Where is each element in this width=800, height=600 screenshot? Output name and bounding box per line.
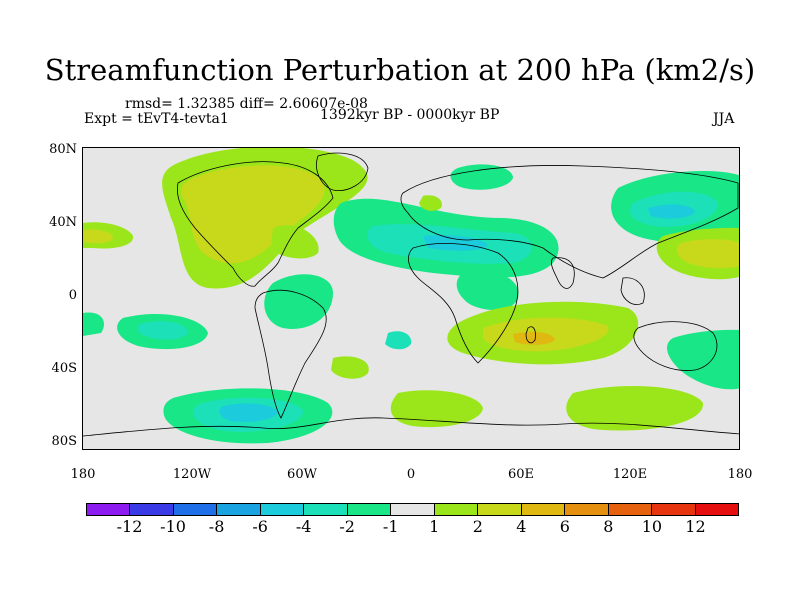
- contour-nwpac-pos2: [676, 239, 739, 268]
- colorbar-label: -6: [252, 517, 268, 536]
- y-tick-label: 40S: [51, 361, 77, 376]
- colorbar-swatch: [391, 504, 435, 515]
- stats-text: rmsd= 1.32385 diff= 2.60607e-08: [125, 96, 368, 112]
- contour-aus-neg1: [667, 329, 739, 390]
- colorbar: [86, 503, 739, 516]
- contour-tropatl-neg1: [264, 274, 333, 329]
- map-svg: [83, 148, 739, 444]
- contour-tropafr-neg1: [456, 270, 519, 310]
- colorbar-swatch: [173, 504, 218, 515]
- contour-so-pos1-b: [566, 385, 704, 431]
- y-tick-label: 0: [68, 288, 77, 303]
- contour-spac-neg1: [83, 312, 104, 336]
- colorbar-label: -4: [295, 517, 312, 536]
- x-tick-label: 0: [406, 467, 416, 482]
- colorbar-swatch: [304, 504, 348, 515]
- x-tick-label: 180: [727, 467, 753, 482]
- colorbar-label: 8: [603, 517, 614, 536]
- x-tick-label: 60W: [287, 467, 317, 482]
- colorbar-label: 1: [429, 517, 440, 536]
- colorbar-label: 2: [472, 517, 483, 536]
- contour-easia-neg4: [648, 204, 695, 219]
- colorbar-label: -10: [160, 517, 186, 536]
- coast-madagascar: [525, 326, 536, 344]
- colorbar-swatch: [217, 504, 261, 515]
- colorbar-label: 4: [516, 517, 527, 536]
- chart-title: Streamfunction Perturbation at 200 hPa (…: [44, 53, 756, 87]
- colorbar-label: 12: [685, 517, 706, 536]
- x-tick-label: 120E: [612, 467, 648, 482]
- colorbar-swatch: [87, 504, 131, 515]
- coast-north-america: [176, 161, 334, 287]
- x-tick-label: 60E: [507, 467, 535, 482]
- anomaly-fields: [83, 148, 739, 444]
- contour-w-atlantic-pos1: [271, 225, 319, 259]
- colorbar-swatch: [130, 504, 174, 515]
- y-tick-label: 80S: [51, 434, 77, 449]
- map-panel: [82, 147, 740, 450]
- colorbar-label: -8: [208, 517, 225, 536]
- contour-npac-pos2: [83, 229, 113, 244]
- coast-greenland: [316, 152, 369, 191]
- coast-eurasia: [400, 165, 739, 279]
- colorbar-label: 6: [559, 517, 570, 536]
- colorbar-swatch: [521, 504, 566, 515]
- coast-australia: [633, 321, 718, 371]
- coastlines: [83, 152, 739, 437]
- period-label: 1392kyr BP - 0000kyr BP: [320, 107, 500, 123]
- contour-so-neg4: [219, 403, 278, 422]
- x-tick-label: 180: [70, 467, 96, 482]
- contour-arctic-neg1: [450, 164, 513, 190]
- colorbar-label: -2: [339, 517, 355, 536]
- colorbar-swatch: [652, 504, 696, 515]
- y-tick-label: 40N: [49, 215, 77, 230]
- season-label: JJA: [713, 111, 735, 127]
- contour-spac2-neg2: [137, 321, 188, 340]
- y-tick-label: 80N: [49, 142, 77, 157]
- colorbar-label: -12: [116, 517, 143, 536]
- contour-eurasia-neg4: [423, 235, 488, 251]
- experiment-label: Expt = tEvT4-tevta1: [84, 111, 229, 127]
- contour-so-pos1-a: [390, 390, 483, 428]
- x-tick-label: 120W: [172, 467, 212, 482]
- coast-se-asia: [620, 277, 645, 305]
- colorbar-swatch: [347, 504, 392, 515]
- colorbar-label: 10: [641, 517, 663, 536]
- contour-scandinavia-pos1: [419, 195, 442, 211]
- coast-india: [550, 257, 575, 289]
- colorbar-swatch: [695, 504, 739, 515]
- coast-antarctica: [83, 417, 739, 437]
- colorbar-swatch: [608, 504, 653, 515]
- coast-africa: [408, 243, 519, 364]
- contour-satl-pos1: [331, 356, 369, 379]
- contour-sam-neg2: [385, 331, 412, 350]
- colorbar-label: -1: [382, 517, 399, 536]
- contour-na-pos2: [181, 165, 325, 264]
- coast-south-america: [254, 289, 327, 419]
- colorbar-swatch: [260, 504, 305, 515]
- colorbar-swatch: [565, 504, 609, 515]
- colorbar-swatch: [434, 504, 479, 515]
- contour-sio-pos4: [513, 332, 555, 345]
- colorbar-swatch: [478, 504, 522, 515]
